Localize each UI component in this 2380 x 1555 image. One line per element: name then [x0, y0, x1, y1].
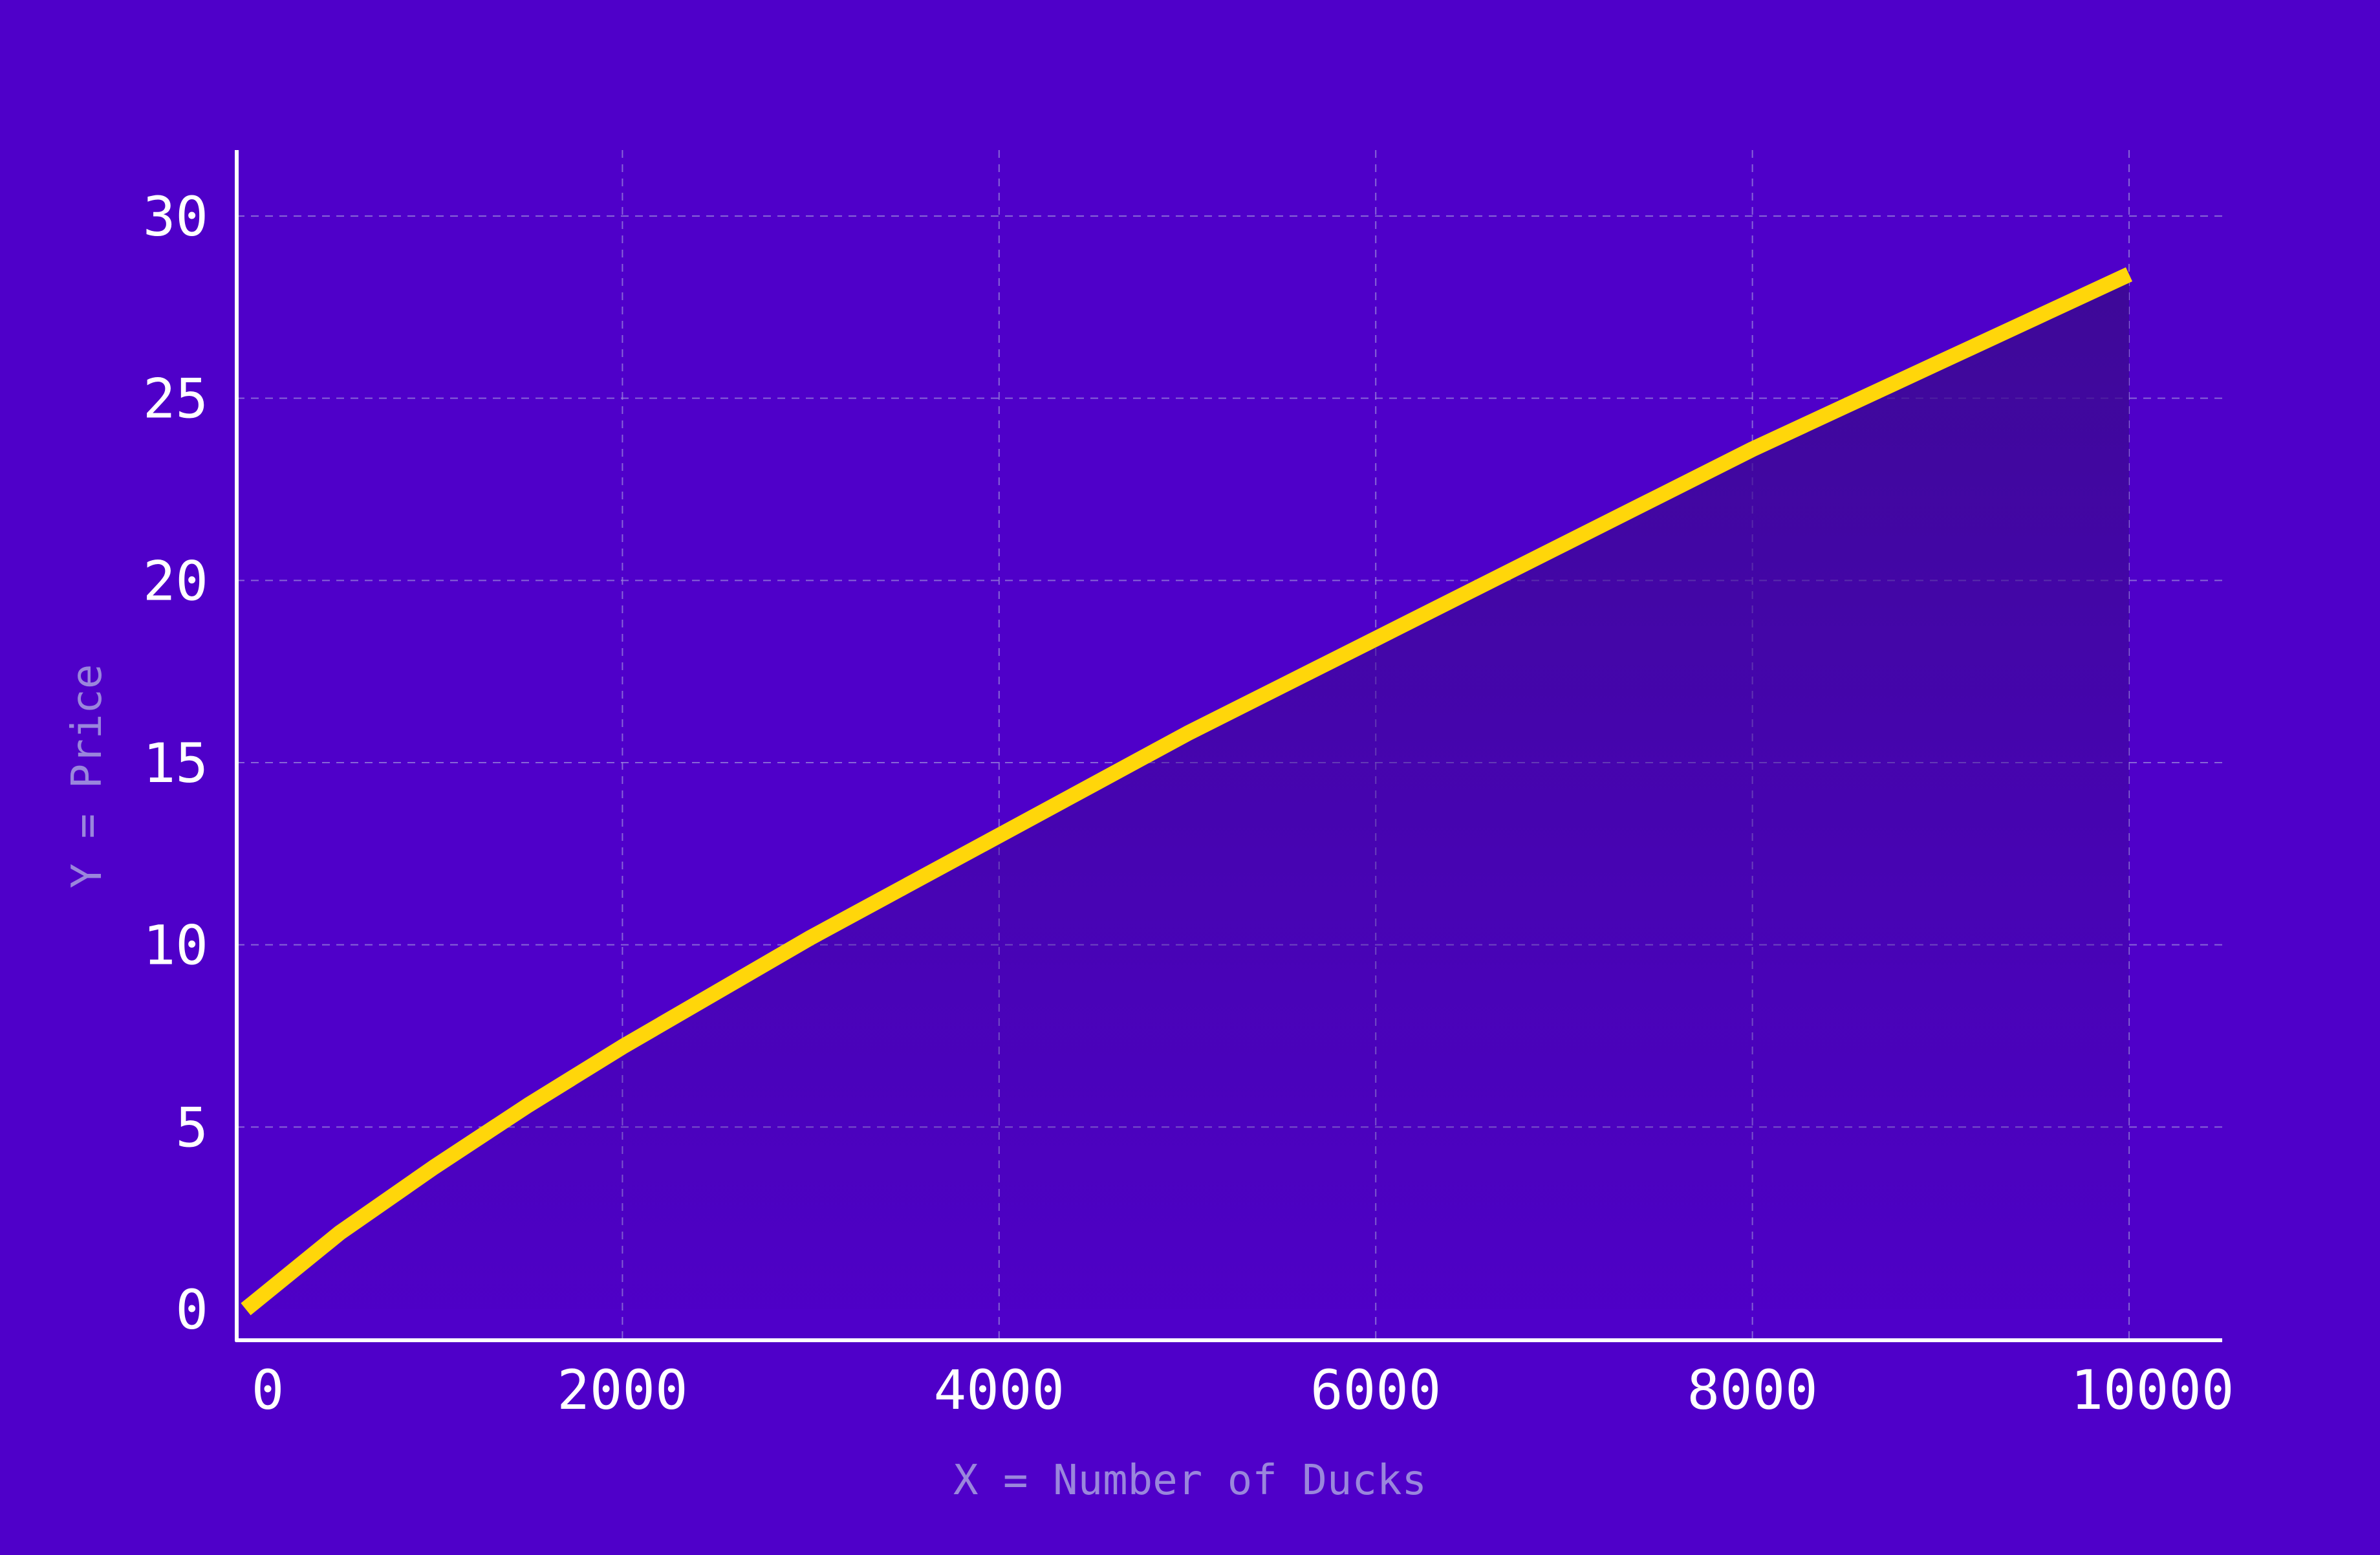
x-axis-title: X = Number of Ducks [953, 1457, 1427, 1505]
series-line [241, 267, 2133, 1316]
y-tick-label-20: 20 [143, 549, 208, 613]
y-tick-label-5: 5 [175, 1096, 208, 1159]
x-tick-label-0: 0 [252, 1358, 285, 1422]
y-tick-label-10: 10 [143, 914, 208, 977]
x-tick-label-10000: 10000 [2071, 1358, 2234, 1422]
y-tick-label-30: 30 [143, 185, 208, 248]
y-axis-title: Y = Price [63, 664, 111, 889]
x-tick-label-4000: 4000 [934, 1358, 1065, 1422]
x-tick-label-6000: 6000 [1310, 1358, 1441, 1422]
y-tick-label-25: 25 [143, 367, 208, 431]
y-tick-label-0: 0 [175, 1278, 208, 1342]
series-area [246, 274, 2129, 1310]
y-tick-label-15: 15 [143, 732, 208, 795]
x-tick-label-8000: 8000 [1687, 1358, 1817, 1422]
x-tick-label-2000: 2000 [557, 1358, 687, 1422]
